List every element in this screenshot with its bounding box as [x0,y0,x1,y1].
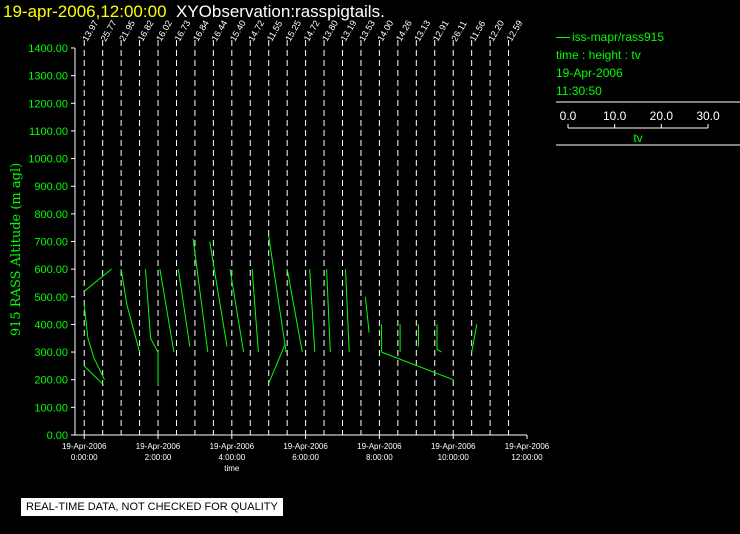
profile-trace [268,343,286,383]
y-tick-label: 400.00 [34,319,68,331]
quality-disclaimer: REAL-TIME DATA, NOT CHECKED FOR QUALITY [20,497,284,517]
profile-trace [83,365,105,386]
profile-trace [345,269,350,353]
profile-trace [120,269,141,353]
chart-title: 19-apr-2006,12:00:00 XYObservation:rassp… [3,2,385,22]
profile-label: 13.80 [320,18,340,43]
y-tick-label: 800.00 [34,209,68,221]
legend-scale: 0.0 10.0 20.0 30.0 tv [556,101,740,146]
legend-variables: time : height : tv [556,48,641,62]
legend-instrument: iss-mapr/rass915 [556,28,740,46]
profile-trace [159,269,175,353]
profile-trace [177,269,191,347]
legend-scale-tick-label: 10.0 [603,109,627,123]
profile-trace [436,324,442,353]
legend-scale-label: tv [633,131,642,145]
chart-labels: 13.9725.7721.9516.8216.0216.7316.8416.44… [9,18,550,473]
profile-trace [83,268,112,292]
profile-trace [381,324,454,381]
y-axis-label: 915 RASS Altitude (m agl) [9,163,24,336]
x-tick-date: 19-Apr-2006 [431,442,476,451]
profile-trace [268,235,287,353]
legend-scale-tick-label: 30.0 [696,109,720,123]
y-tick-label: 1200.00 [28,98,68,110]
profile-label: 13.97 [80,18,100,43]
y-tick-label: 500.00 [34,292,68,304]
profile-label: 25.77 [99,18,119,43]
profile-trace [83,305,105,380]
x-tick-time: 2:00:00 [145,453,172,462]
x-tick-date: 19-Apr-2006 [62,442,107,451]
x-tick-date: 19-Apr-2006 [505,442,550,451]
profile-label: 26.11 [449,19,469,43]
legend-instrument-label: iss-mapr/rass915 [572,30,665,44]
profile-label: 15.25 [283,18,303,43]
y-tick-label: 1100.00 [29,126,68,138]
profile-label: 16.44 [209,18,229,43]
y-tick-label: 600.00 [34,264,68,276]
profile-label: 14.26 [394,18,414,43]
y-tick-label: 900.00 [34,181,68,193]
legend-swatch [556,37,570,39]
chart-axes [71,47,528,439]
x-tick-date: 19-Apr-2006 [357,442,402,451]
profile-trace [192,238,209,353]
y-tick-label: 1000.00 [28,154,68,166]
y-tick-label: 700.00 [34,237,68,249]
y-tick-label: 1300.00 [28,71,68,83]
x-tick-date: 19-Apr-2006 [136,442,181,451]
profile-label: 13.53 [357,18,377,43]
profile-label: 16.02 [154,18,174,43]
x-tick-time: 4:00:00 [218,453,245,462]
x-tick-date: 19-Apr-2006 [283,442,328,451]
profile-label: 14.72 [302,18,322,43]
legend-date: 19-Apr-2006 [556,66,623,80]
x-tick-date: 19-Apr-2006 [210,442,255,451]
title-observation: XYObservation:rasspigtails. [175,2,385,21]
profile-trace [251,269,259,353]
x-tick-time: 12:00:00 [511,453,543,462]
profile-trace [326,269,331,353]
profile-label: 21.95 [117,18,137,43]
profile-label: 14.00 [375,18,395,43]
profile-trace [471,324,478,353]
y-tick-label: 300.00 [34,347,68,359]
profile-label: 13.19 [339,18,359,43]
profile-label: 12.20 [486,18,506,43]
profile-trace [286,269,303,353]
profile-trace [309,269,316,353]
y-tick-label: 0.00 [47,430,68,442]
profile-label: 15.40 [228,18,248,43]
profile-label: 16.84 [191,18,211,43]
profile-label: 16.82 [136,18,156,43]
profile-trace [145,269,159,386]
x-tick-time: 8:00:00 [366,453,393,462]
profile-label: 11.56 [468,19,488,43]
profile-label: 11.55 [265,19,285,43]
x-axis-label: time [224,464,240,473]
profile-trace [209,241,228,347]
y-tick-label: 200.00 [34,375,68,387]
y-tick-label: 100.00 [34,402,68,414]
profile-trace [364,296,370,333]
profile-trace [229,269,245,353]
profile-label: 14.72 [246,18,266,43]
profile-label: 12.91 [431,18,451,43]
chart-grid [83,40,510,435]
title-datetime: 19-apr-2006,12:00:00 [3,2,167,21]
legend-scale-tick-label: 20.0 [650,109,674,123]
profile-label: 16.73 [173,18,193,43]
legend-scale-marks: 0.0 10.0 20.0 30.0 tv [556,101,740,146]
x-tick-time: 0:00:00 [71,453,98,462]
profile-label: 12.59 [505,18,525,43]
legend-scale-tick-label: 0.0 [560,109,577,123]
chart-series [83,235,478,386]
legend-time: 11:30:50 [556,84,602,98]
legend: iss-mapr/rass915 time : height : tv 19-A… [556,28,740,180]
x-tick-time: 6:00:00 [292,453,319,462]
profile-label: 13.13 [412,18,432,43]
x-tick-time: 10:00:00 [438,453,470,462]
y-tick-label: 1400.00 [28,43,68,55]
